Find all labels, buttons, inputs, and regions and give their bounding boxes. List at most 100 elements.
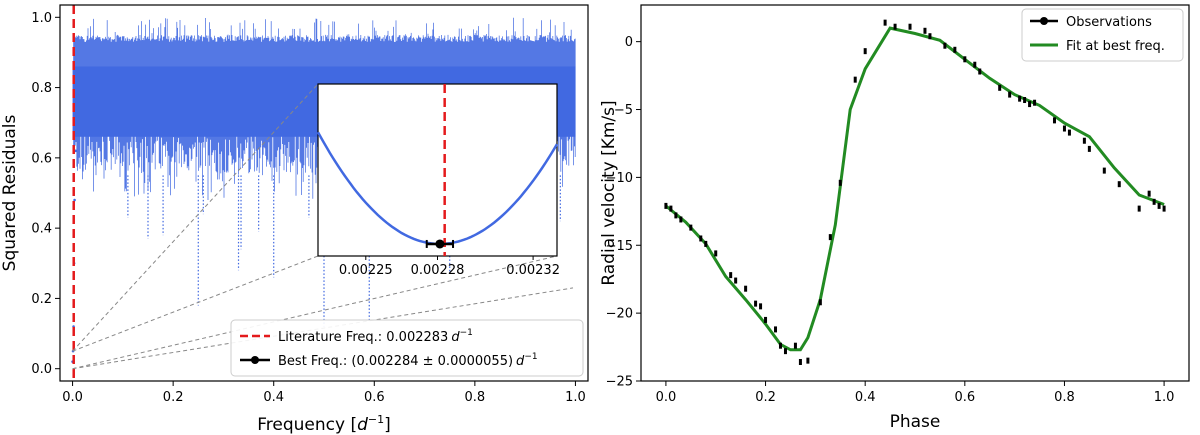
observation-point (759, 303, 763, 310)
zoom-line (72, 255, 319, 352)
observation-point (714, 250, 718, 257)
observation-point (1062, 125, 1066, 132)
observation-point (1162, 205, 1166, 212)
observation-point (953, 46, 957, 53)
radial-velocity-panel: 0.0 0.2 0.4 0.6 0.8 1.0 −25 −20 −15 −10 −5 0 Phase… (599, 4, 1190, 432)
inset-best-marker (435, 239, 445, 249)
observation-point (734, 277, 738, 284)
observation-point (774, 326, 778, 333)
y-tick-label: 0.2 (31, 292, 52, 307)
x-tick-label: 0.8 (1054, 390, 1075, 405)
y-tick-label: −10 (606, 171, 633, 186)
observation-point (973, 61, 977, 68)
left-legend: Literature Freq.: 0.002283 d−1 Best Freq.… (230, 319, 584, 377)
y-axis-ticks: 0.0 0.2 0.4 0.6 0.8 1.0 (31, 11, 60, 377)
observation-point (1087, 145, 1091, 152)
observation-point (1052, 117, 1056, 124)
observation-point (798, 358, 802, 365)
legend-best-marker (251, 356, 259, 364)
inset-x-tick-label: 0.00228 (411, 263, 465, 278)
observation-point (674, 212, 678, 219)
observation-point (669, 205, 673, 212)
x-tick-label: 0.4 (263, 390, 284, 405)
left-legend-box (230, 319, 584, 377)
observation-point (998, 84, 1002, 91)
x-tick-label: 0.4 (855, 390, 876, 405)
observation-point (783, 348, 787, 355)
x-tick-label: 0.8 (465, 390, 486, 405)
inset-frame (317, 83, 558, 257)
observation-point (806, 357, 810, 364)
observation-point (1137, 205, 1141, 212)
observation-point (1028, 101, 1032, 108)
observation-point (828, 234, 832, 241)
x-axis-label: Frequency [d−1] (257, 413, 391, 435)
x-tick-label: 0.0 (62, 390, 83, 405)
right-legend-box (1021, 8, 1184, 62)
legend-observations-marker (1040, 17, 1048, 25)
plot-frame (59, 4, 589, 382)
observation-point (923, 27, 927, 34)
inset-x-tick-label: 0.00232 (506, 263, 560, 278)
observation-point (978, 68, 982, 75)
y-tick-label: −15 (606, 239, 633, 254)
observation-point (818, 299, 822, 306)
zoom-line (72, 83, 319, 352)
observation-point (838, 179, 842, 186)
observation-point (1147, 190, 1151, 197)
observation-point (704, 240, 708, 247)
inset-x-tick-label: 0.00225 (339, 263, 393, 278)
x-tick-label: 1.0 (1154, 390, 1175, 405)
observation-point (699, 235, 703, 242)
x-tick-label: 0.6 (364, 390, 385, 405)
observation-point (1018, 95, 1022, 102)
observation-point (744, 285, 748, 292)
low-frequency-point (73, 198, 76, 202)
y-tick-label: −20 (606, 307, 633, 322)
y-axis-label: Squared Residuals (0, 115, 20, 272)
observation-point (893, 23, 897, 30)
x-axis-ticks: 0.0 0.2 0.4 0.6 0.8 1.0 (656, 381, 1175, 405)
observation-point (853, 76, 857, 83)
y-tick-label: −5 (614, 103, 633, 118)
x-tick-label: 0.2 (163, 390, 184, 405)
x-tick-label: 0.2 (755, 390, 776, 405)
observation-points (664, 19, 1166, 365)
observation-point (1152, 198, 1156, 205)
y-tick-label: 0 (625, 35, 633, 50)
observation-point (664, 202, 668, 209)
observation-point (943, 42, 947, 49)
legend-literature-label: Literature Freq.: 0.002283 d−1 (278, 328, 473, 345)
legend-observations-label: Observations (1066, 15, 1152, 30)
y-tick-label: 0.8 (31, 81, 52, 96)
observation-point (1082, 137, 1086, 144)
observation-point (1117, 181, 1121, 188)
observation-point (883, 19, 887, 26)
x-tick-label: 0.6 (954, 390, 975, 405)
y-tick-label: 1.0 (31, 11, 52, 26)
inset-x-ticks: 0.00225 0.00228 0.00232 (339, 256, 560, 278)
observation-point (1157, 202, 1161, 209)
legend-best-label: Best Freq.: (0.002284 ± 0.0000055) d−1 (278, 352, 538, 369)
observation-point (863, 48, 867, 55)
observation-point (679, 216, 683, 223)
inset-best-point (425, 239, 455, 249)
observation-point (778, 342, 782, 349)
x-tick-label: 1.0 (565, 390, 586, 405)
observation-point (908, 23, 912, 30)
fit-line (664, 26, 1165, 352)
observation-point (793, 342, 797, 349)
y-axis-ticks: −25 −20 −15 −10 −5 0 (606, 35, 641, 390)
observation-point (754, 300, 758, 307)
y-tick-label: −25 (606, 375, 633, 390)
observation-point (1008, 91, 1012, 98)
observation-point (928, 33, 932, 40)
observation-point (689, 224, 693, 231)
zoom-line (72, 255, 558, 370)
right-legend: Observations Fit at best freq. (1021, 8, 1184, 62)
plot-frame (640, 4, 1190, 382)
y-tick-label: 0.6 (31, 151, 52, 166)
x-axis-label: Phase (890, 412, 941, 432)
observation-point (1067, 129, 1071, 136)
